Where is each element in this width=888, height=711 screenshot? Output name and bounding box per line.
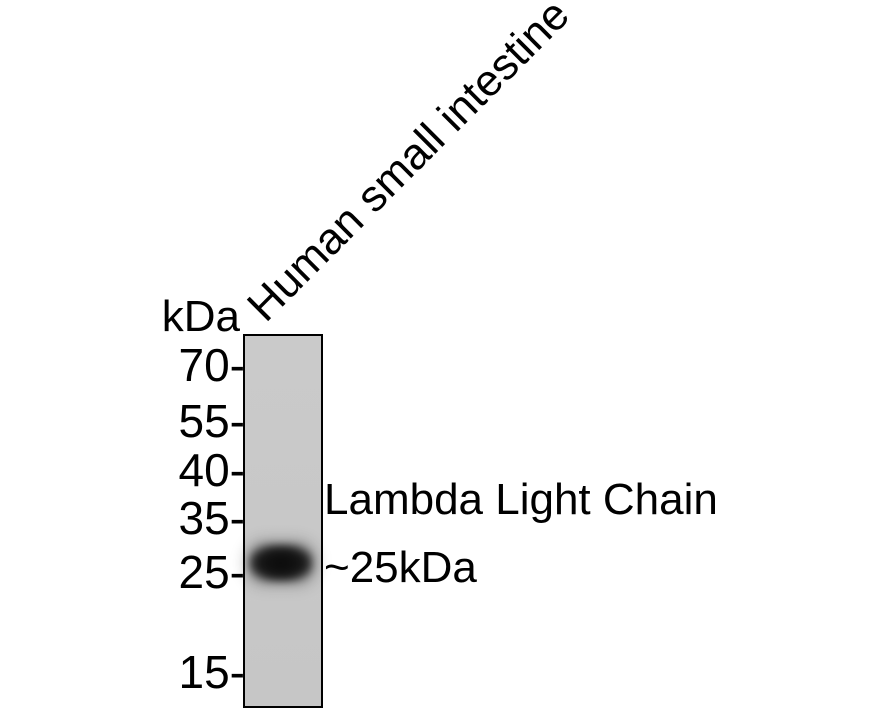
blot-lane	[243, 334, 323, 708]
annotation-molecular-weight: ~25kDa	[324, 543, 477, 592]
ladder-marker-25: 25-	[178, 546, 245, 598]
ladder-marker-15: 15-	[178, 646, 245, 698]
unit-label: kDa	[161, 292, 240, 341]
ladder-marker-55: 55-	[178, 395, 245, 447]
annotation-protein-name: Lambda Light Chain	[324, 475, 718, 524]
sample-lane-label: Human small intestine	[238, 0, 579, 331]
protein-band	[249, 544, 313, 582]
ladder-marker-40: 40-	[178, 444, 245, 496]
ladder-marker-35: 35-	[178, 492, 245, 544]
ladder-marker-70: 70-	[178, 339, 245, 391]
